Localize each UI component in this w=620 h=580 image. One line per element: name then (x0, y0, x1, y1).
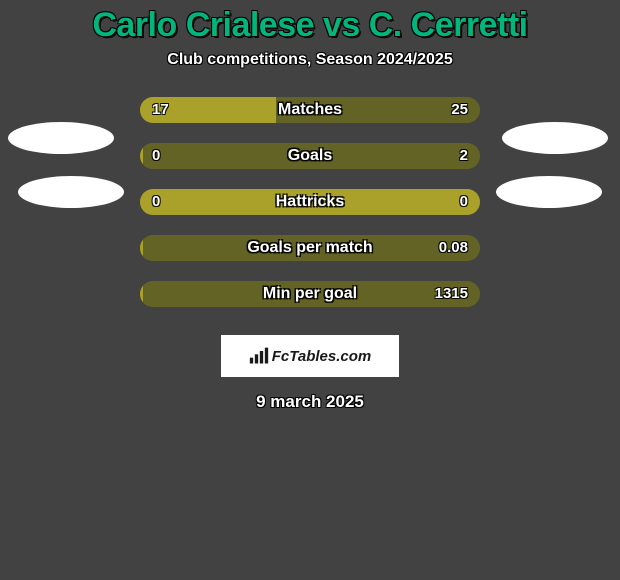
page-title: Carlo Crialese vs C. Cerretti (0, 6, 620, 45)
bar-right (143, 235, 480, 261)
subtitle: Club competitions, Season 2024/2025 (0, 51, 620, 69)
bar-track (140, 143, 480, 169)
bar-right (276, 97, 480, 123)
brand-box[interactable]: FcTables.com (221, 335, 399, 377)
value-right: 2 (460, 143, 468, 169)
stat-row: 1725Matches (0, 97, 620, 143)
date-label: 9 march 2025 (0, 392, 620, 412)
value-right: 0 (460, 189, 468, 215)
value-left: 17 (152, 97, 169, 123)
bar-right (143, 281, 480, 307)
stat-row: 00Hattricks (0, 189, 620, 235)
bar-track (140, 235, 480, 261)
stat-row: 1315Min per goal (0, 281, 620, 327)
bar-left (140, 189, 480, 215)
value-right: 25 (451, 97, 468, 123)
bar-right (143, 143, 480, 169)
brand-text: FcTables.com (272, 348, 371, 365)
comparison-card: Carlo Crialese vs C. Cerretti Club compe… (0, 0, 620, 412)
stat-row: 0.08Goals per match (0, 235, 620, 281)
stat-row: 02Goals (0, 143, 620, 189)
value-right: 0.08 (439, 235, 468, 261)
bar-track (140, 281, 480, 307)
value-left: 0 (152, 143, 160, 169)
stats-rows: 1725Matches02Goals00Hattricks0.08Goals p… (0, 97, 620, 327)
bars-icon (249, 347, 269, 365)
bar-track (140, 97, 480, 123)
value-left: 0 (152, 189, 160, 215)
bar-track (140, 189, 480, 215)
value-right: 1315 (435, 281, 468, 307)
